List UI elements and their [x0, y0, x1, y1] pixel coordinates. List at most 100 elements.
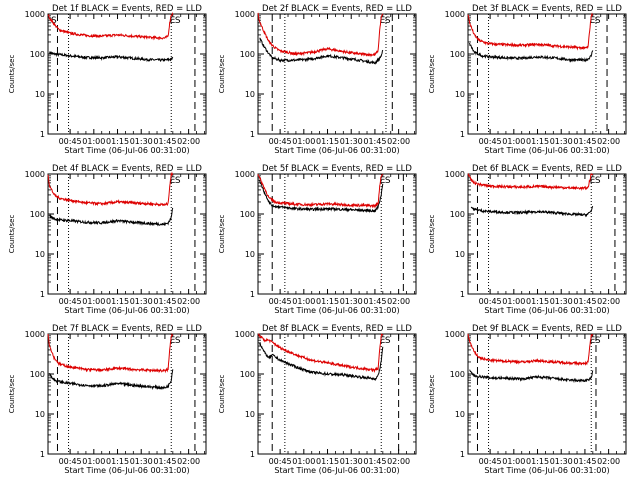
x-tick-label: 00:45 — [59, 457, 82, 466]
y-tick-label: 1 — [250, 450, 255, 459]
y-tick-label: 1 — [250, 130, 255, 139]
x-tick-label: 01:00 — [292, 137, 315, 146]
y-tick-label: 10 — [35, 250, 45, 259]
y-tick-label: 1000 — [445, 330, 465, 339]
y-axis-label: Counts/sec — [428, 215, 436, 254]
detector-panel-4: Det 4f BLACK = Events, RED = LLD Counts/s… — [8, 164, 207, 315]
y-axis-label: Counts/sec — [428, 55, 436, 94]
y-tick-label: 1 — [460, 290, 465, 299]
events-series-line — [49, 369, 174, 391]
plot-frame — [257, 13, 417, 135]
y-tick-label: 100 — [240, 210, 255, 219]
plot-frame — [257, 173, 417, 295]
detector-panel-6: Det 6f BLACK = Events, RED = LLD Counts/s… — [428, 164, 627, 315]
segment-flag: S — [385, 176, 391, 186]
x-tick-label: 01:30 — [550, 297, 573, 306]
y-tick-label: 1 — [250, 290, 255, 299]
y-tick-label: 10 — [35, 90, 45, 99]
x-tick-label: 01:45 — [573, 297, 596, 306]
x-tick-label: 01:30 — [550, 137, 573, 146]
y-tick-label: 10 — [245, 250, 255, 259]
panel-title: Det 5f BLACK = Events, RED = LLD — [262, 164, 412, 174]
x-tick-label: 02:00 — [177, 457, 200, 466]
x-tick-label: 01:45 — [153, 137, 176, 146]
y-tick-label: 1000 — [235, 170, 255, 179]
y-axis-label: Counts/sec — [218, 375, 226, 414]
y-tick-label: 100 — [30, 210, 45, 219]
y-tick-label: 1000 — [235, 10, 255, 19]
x-tick-label: 01:00 — [82, 297, 105, 306]
x-tick-label: 01:30 — [340, 457, 363, 466]
x-tick-label: 02:00 — [597, 457, 620, 466]
y-tick-label: 10 — [455, 250, 465, 259]
lld-series-line — [467, 172, 594, 192]
segment-flag: E — [170, 336, 176, 346]
x-axis-label: Start Time (06-Jul-06 00:31:00) — [484, 466, 609, 475]
x-tick-label: 01:45 — [573, 457, 596, 466]
x-tick-label: 01:30 — [550, 457, 573, 466]
y-tick-label: 100 — [450, 370, 465, 379]
x-tick-label: 01:45 — [363, 297, 386, 306]
segment-flag: E — [590, 16, 596, 26]
segment-flag: E — [380, 336, 386, 346]
x-tick-label: 02:00 — [177, 297, 200, 306]
y-tick-label: 100 — [240, 50, 255, 59]
plot-frame — [47, 333, 207, 455]
y-tick-label: 1 — [40, 290, 45, 299]
x-axis-label: Start Time (06-Jul-06 00:31:00) — [484, 306, 609, 315]
lld-series-line — [257, 173, 384, 209]
y-tick-label: 100 — [240, 370, 255, 379]
y-axis-label: Counts/sec — [218, 55, 226, 94]
detector-panel-8: Det 8f BLACK = Events, RED = LLD Counts/s… — [218, 324, 417, 475]
x-tick-label: 00:45 — [269, 297, 292, 306]
events-series-line — [259, 37, 384, 65]
detector-panel-2: Det 2f BLACK = Events, RED = LLD Counts/s… — [218, 4, 417, 155]
segment-flag: S — [51, 16, 57, 26]
x-tick-label: 01:45 — [363, 137, 386, 146]
plot-frame — [47, 173, 207, 295]
x-tick-label: 02:00 — [387, 297, 410, 306]
x-axis-label: Start Time (06-Jul-06 00:31:00) — [274, 146, 399, 155]
x-tick-label: 01:30 — [340, 297, 363, 306]
x-tick-label: 02:00 — [597, 297, 620, 306]
events-series-line — [469, 369, 594, 384]
y-axis-label: Counts/sec — [218, 215, 226, 254]
x-axis-label: Start Time (06-Jul-06 00:31:00) — [64, 146, 189, 155]
panel-title: Det 8f BLACK = Events, RED = LLD — [262, 324, 412, 334]
x-tick-label: 01:45 — [153, 457, 176, 466]
panel-title: Det 6f BLACK = Events, RED = LLD — [472, 164, 622, 174]
y-tick-label: 1 — [460, 130, 465, 139]
x-tick-label: 01:00 — [82, 137, 105, 146]
x-tick-label: 00:45 — [59, 137, 82, 146]
x-tick-label: 02:00 — [177, 137, 200, 146]
x-tick-label: 00:45 — [479, 457, 502, 466]
x-tick-label: 01:15 — [106, 137, 129, 146]
x-tick-label: 01:15 — [316, 457, 339, 466]
x-tick-label: 01:00 — [502, 457, 525, 466]
x-tick-label: 01:00 — [292, 457, 315, 466]
segment-flag: S — [175, 176, 181, 186]
x-axis-label: Start Time (06-Jul-06 00:31:00) — [484, 146, 609, 155]
x-tick-label: 00:45 — [269, 457, 292, 466]
segment-flag: S — [595, 336, 601, 346]
plot-frame — [47, 13, 207, 135]
events-series-line — [470, 205, 594, 218]
y-tick-label: 1000 — [235, 330, 255, 339]
lld-series-line — [47, 12, 174, 41]
plot-frame — [467, 333, 627, 455]
x-tick-label: 01:15 — [316, 297, 339, 306]
lld-series-line — [257, 333, 384, 374]
panel-title: Det 1f BLACK = Events, RED = LLD — [52, 4, 202, 14]
y-tick-label: 100 — [30, 370, 45, 379]
x-tick-label: 01:30 — [130, 137, 153, 146]
events-series-line — [469, 42, 594, 63]
y-tick-label: 10 — [455, 410, 465, 419]
x-tick-label: 01:00 — [292, 297, 315, 306]
panel-title: Det 4f BLACK = Events, RED = LLD — [52, 164, 202, 174]
detector-panel-3: Det 3f BLACK = Events, RED = LLD Counts/s… — [428, 4, 627, 155]
x-tick-label: 00:45 — [59, 297, 82, 306]
x-tick-label: 01:45 — [153, 297, 176, 306]
detector-panel-1: Det 1f BLACK = Events, RED = LLD Counts/s… — [8, 4, 207, 155]
events-series-line — [49, 51, 174, 63]
y-tick-label: 100 — [450, 210, 465, 219]
